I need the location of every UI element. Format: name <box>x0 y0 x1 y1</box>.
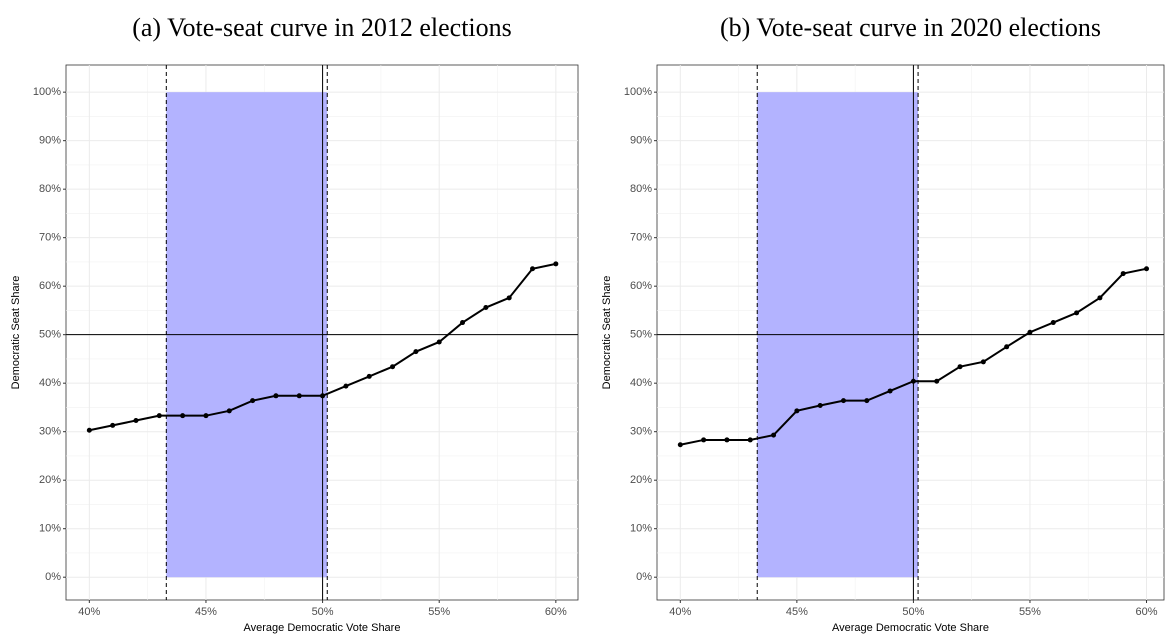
data-point <box>1074 310 1080 316</box>
data-point <box>910 378 916 384</box>
chart-title: (b) Vote-seat curve in 2020 elections <box>720 13 1101 42</box>
data-point <box>320 393 326 399</box>
x-tick-label: 40% <box>78 606 100 618</box>
x-tick-label: 45% <box>786 606 808 618</box>
y-tick-label: 40% <box>630 377 652 389</box>
data-point <box>156 413 162 419</box>
y-tick-label: 60% <box>630 280 652 292</box>
data-point <box>203 413 209 419</box>
y-tick-label: 90% <box>39 135 61 147</box>
data-point <box>273 393 279 399</box>
chart-title: (a) Vote-seat curve in 2012 elections <box>132 13 512 42</box>
y-tick-label: 0% <box>45 571 61 583</box>
y-tick-label: 80% <box>630 183 652 195</box>
x-tick-label: 50% <box>312 606 334 618</box>
data-point <box>1004 344 1010 350</box>
data-point <box>864 398 870 404</box>
y-axis-title: Democratic Seat Share <box>10 276 22 390</box>
x-tick-label: 55% <box>1019 606 1041 618</box>
y-tick-label: 60% <box>39 280 61 292</box>
data-point <box>226 408 232 414</box>
x-axis-title: Average Democratic Vote Share <box>244 622 401 634</box>
x-tick-label: 50% <box>902 606 924 618</box>
y-tick-label: 50% <box>630 329 652 341</box>
y-tick-label: 10% <box>630 523 652 535</box>
x-tick-label: 60% <box>545 606 567 618</box>
data-point <box>250 398 256 404</box>
data-point <box>413 349 419 355</box>
data-point <box>957 364 963 370</box>
data-point <box>296 393 302 399</box>
y-tick-label: 100% <box>624 86 652 98</box>
data-point <box>840 398 846 404</box>
data-point <box>701 437 707 443</box>
y-tick-label: 0% <box>636 571 652 583</box>
data-point <box>887 388 893 394</box>
y-tick-label: 80% <box>39 183 61 195</box>
y-tick-label: 20% <box>39 474 61 486</box>
data-point <box>934 378 940 384</box>
y-tick-label: 90% <box>630 135 652 147</box>
y-tick-label: 40% <box>39 377 61 389</box>
data-point <box>390 364 396 370</box>
data-point <box>980 359 986 365</box>
data-point <box>817 402 823 408</box>
data-point <box>1120 271 1126 277</box>
data-point <box>794 408 800 414</box>
data-point <box>771 432 777 438</box>
data-point <box>1050 320 1056 326</box>
data-point <box>110 422 116 428</box>
data-point <box>180 413 186 419</box>
y-tick-label: 50% <box>39 329 61 341</box>
data-point <box>530 266 536 272</box>
y-tick-label: 30% <box>39 426 61 438</box>
y-tick-label: 70% <box>630 232 652 244</box>
x-tick-label: 40% <box>669 606 691 618</box>
x-tick-label: 45% <box>195 606 217 618</box>
x-axis-title: Average Democratic Vote Share <box>832 622 989 634</box>
data-point <box>553 261 559 267</box>
data-point <box>747 437 753 443</box>
data-point <box>1144 266 1150 272</box>
data-point <box>677 442 683 448</box>
y-axis-title: Democratic Seat Share <box>601 276 613 390</box>
data-point <box>483 305 489 311</box>
data-point <box>1097 295 1103 301</box>
data-point <box>366 373 372 379</box>
y-tick-label: 10% <box>39 523 61 535</box>
y-tick-label: 30% <box>630 426 652 438</box>
data-point <box>343 383 349 389</box>
data-point <box>1027 329 1033 335</box>
y-tick-label: 20% <box>630 474 652 486</box>
data-point <box>506 295 512 301</box>
data-point <box>436 339 442 345</box>
data-point <box>86 427 92 433</box>
y-tick-label: 70% <box>39 232 61 244</box>
x-tick-label: 55% <box>428 606 450 618</box>
y-tick-label: 100% <box>33 86 61 98</box>
data-point <box>133 418 139 424</box>
x-tick-label: 60% <box>1136 606 1158 618</box>
data-point <box>724 437 730 443</box>
data-point <box>460 320 466 326</box>
